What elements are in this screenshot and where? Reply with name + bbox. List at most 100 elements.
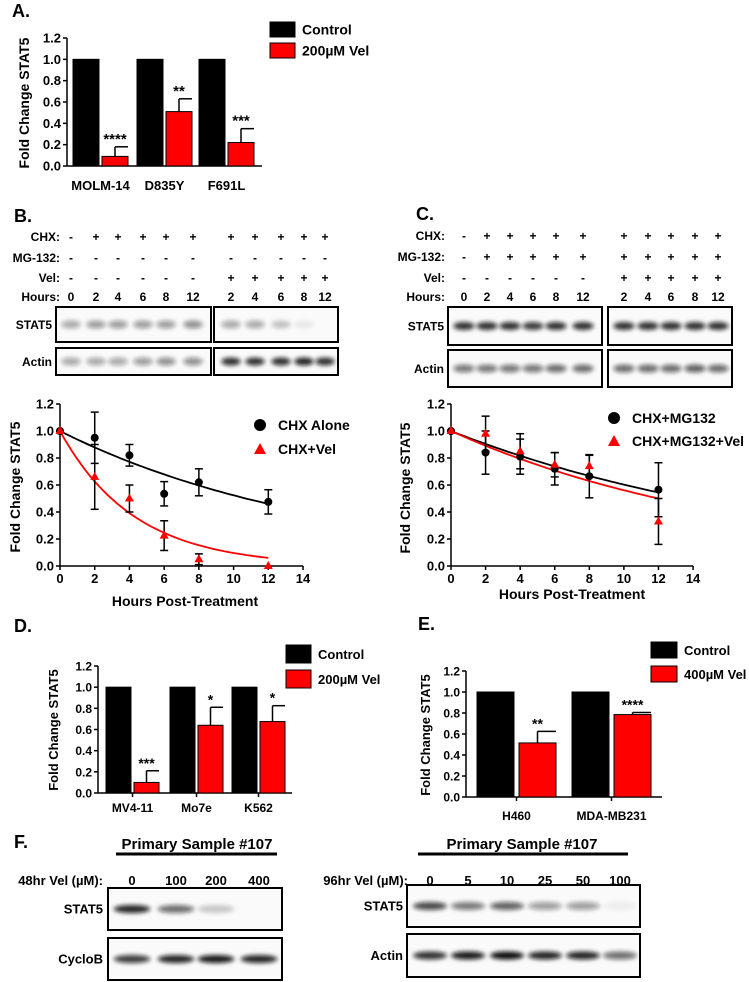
protein-band xyxy=(133,320,153,329)
y-tick-label: 0.8 xyxy=(36,451,54,466)
lane-value: 6 xyxy=(278,290,285,304)
protein-band xyxy=(108,357,128,366)
y-tick-label: 0.8 xyxy=(443,707,460,721)
data-point-triangle xyxy=(124,493,134,502)
lane-value: - xyxy=(191,251,195,265)
panel-label: B. xyxy=(14,206,32,226)
lane-value: - xyxy=(531,271,535,285)
x-tick-label: 4 xyxy=(517,571,525,586)
protein-band xyxy=(157,955,195,963)
lane-value: 2 xyxy=(484,290,491,304)
lane-value: - xyxy=(279,251,283,265)
category-label: H460 xyxy=(502,809,531,823)
y-tick-label: 0.4 xyxy=(427,505,446,520)
y-tick-label: 0.4 xyxy=(36,505,55,520)
lane-value: - xyxy=(323,251,327,265)
protein-band xyxy=(545,364,567,373)
lane-value: + xyxy=(277,230,284,244)
membrane-label: STAT5 xyxy=(364,899,403,914)
protein-band xyxy=(545,322,567,330)
data-point-triangle xyxy=(263,561,273,569)
lane-value: - xyxy=(462,250,466,264)
protein-band xyxy=(197,955,235,963)
protein-band xyxy=(637,364,659,373)
lane-value: + xyxy=(552,250,559,264)
lane-value: - xyxy=(141,271,145,285)
lane-value: - xyxy=(302,251,306,265)
bar-200-m-vel-mo7e xyxy=(197,724,224,794)
protein-band xyxy=(707,322,729,330)
lane-value: + xyxy=(691,271,698,285)
y-tick-label: 0.6 xyxy=(36,478,54,493)
lane-value: + xyxy=(251,230,258,244)
membrane-label: Actin xyxy=(414,362,444,376)
figure-content: A. 0.0 0.2 0.4 0.6 0.8 1.0 1.2 Fold Change STAT5… xyxy=(7,1,746,981)
y-tick-label: 0.0 xyxy=(43,159,61,174)
lane-value: 4 xyxy=(645,290,652,304)
protein-band xyxy=(572,322,594,330)
chart-panel-C: 0.0 0.2 0.4 0.6 0.8 1.0 1.2 0 2 4 6 8 10 12 14 Hours Po… xyxy=(397,397,744,603)
lane-value: + xyxy=(620,271,627,285)
y-axis-label: Fold Change STAT5 xyxy=(7,421,23,552)
lane-value: + xyxy=(714,229,721,243)
legend-label: Control xyxy=(318,647,364,662)
protein-band xyxy=(602,902,638,910)
lane-value: - xyxy=(69,271,73,285)
lane-value: 12 xyxy=(318,290,332,304)
bar-control-k562 xyxy=(231,686,258,794)
protein-band xyxy=(271,357,291,366)
legend-label: 200µM Vel xyxy=(302,43,369,59)
protein-band xyxy=(499,364,521,373)
y-tick-label: 0.4 xyxy=(43,116,62,131)
lane-value: 2 xyxy=(228,290,235,304)
bar-200-m-vel-d835y xyxy=(165,111,193,167)
bar-200-m-vel-f691l xyxy=(227,142,255,167)
lane-value: + xyxy=(300,230,307,244)
data-point-triangle xyxy=(55,426,65,434)
membrane-label: STAT5 xyxy=(64,902,103,917)
lane-value: - xyxy=(253,251,257,265)
lane-value: - xyxy=(554,271,558,285)
lane-value: - xyxy=(116,251,120,265)
y-tick-label: 1.2 xyxy=(427,397,445,412)
x-tick-label: 8 xyxy=(586,571,593,586)
protein-band xyxy=(476,322,498,330)
membrane-label: CycloB xyxy=(58,952,103,967)
legend-label: CHX+Vel xyxy=(278,441,336,457)
y-axis-label: Fold Change STAT5 xyxy=(16,37,32,168)
lane-value: 5 xyxy=(464,873,471,888)
y-tick-label: 0.0 xyxy=(36,559,54,574)
bar-400-m-vel-h460 xyxy=(518,742,557,798)
bar-200-m-vel-k562 xyxy=(259,721,286,794)
protein-band xyxy=(108,320,128,329)
protein-band xyxy=(613,322,635,330)
x-tick-label: 6 xyxy=(161,571,168,586)
panel-label: C. xyxy=(416,204,434,224)
lane-value: 0 xyxy=(426,873,433,888)
protein-band xyxy=(183,357,203,366)
lane-value: + xyxy=(300,271,307,285)
lane-value: + xyxy=(579,229,586,243)
protein-band xyxy=(499,322,521,330)
y-tick-label: 0.4 xyxy=(75,744,92,758)
y-tick-label: 0.2 xyxy=(443,770,460,784)
bar-control-mo7e xyxy=(169,686,196,794)
lane-value: 6 xyxy=(668,290,675,304)
legend-label: CHX+MG132 xyxy=(632,410,716,426)
lane-value: + xyxy=(251,271,258,285)
protein-band xyxy=(637,322,659,330)
legend-marker-circle xyxy=(254,419,266,431)
x-axis-label: Hours Post-Treatment xyxy=(112,593,259,609)
legend-marker-triangle xyxy=(608,435,620,446)
data-point-triangle xyxy=(550,459,560,468)
significance-marker: ** xyxy=(532,715,543,731)
chart-panel-A: A. 0.0 0.2 0.4 0.6 0.8 1.0 1.2 Fold Change STAT5… xyxy=(12,1,369,193)
protein-band xyxy=(522,364,544,373)
data-point-triangle xyxy=(481,428,491,437)
significance-marker: * xyxy=(208,691,214,707)
data-point-circle xyxy=(160,489,169,498)
y-tick-label: 0.6 xyxy=(443,728,460,742)
x-tick-label: 12 xyxy=(261,571,275,586)
protein-band xyxy=(156,357,176,366)
sample-header: Primary Sample #107 xyxy=(122,836,273,853)
